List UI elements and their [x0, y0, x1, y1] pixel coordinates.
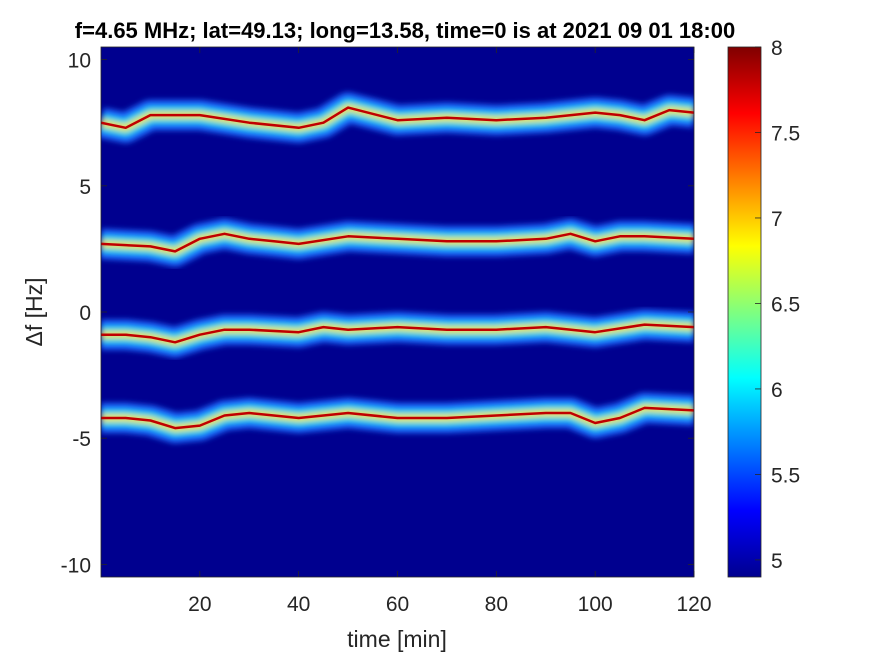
chart-title: f=4.65 MHz; lat=49.13; long=13.58, time=…: [75, 18, 735, 43]
colorbar-tick-label: 6.5: [771, 293, 800, 316]
plot-area: [101, 47, 694, 577]
colorbar-tick-label: 8: [771, 37, 783, 60]
trace-line-2: [101, 232, 694, 253]
x-tick-label: 120: [676, 593, 711, 616]
x-tick-label: 80: [485, 593, 508, 616]
trace-line-1: [101, 106, 694, 130]
y-tick-label: -5: [72, 428, 91, 451]
colorbar-tick-label: 6: [771, 379, 783, 402]
x-tick-label: 40: [287, 593, 310, 616]
x-tick-label: 100: [578, 593, 613, 616]
colorbar-tick-label: 7: [771, 208, 783, 231]
colorbar-tick-label: 5.5: [771, 464, 800, 487]
colorbar-tick-label: 7.5: [771, 122, 800, 145]
y-tick-label: -10: [61, 554, 91, 577]
y-axis: 10 5 0 -5 -10: [61, 50, 694, 577]
colorbar-tick-label: 5: [771, 550, 783, 573]
colorbar: [727, 46, 762, 578]
y-tick-label: 5: [79, 176, 91, 199]
y-tick-label: 10: [68, 50, 91, 73]
x-axis: 20 40 60 80 100 120: [188, 47, 712, 616]
y-axis-label: Δf [Hz]: [21, 277, 47, 346]
x-tick-label: 20: [188, 593, 211, 616]
trace-line-4: [101, 406, 694, 430]
y-tick-label: 0: [79, 302, 91, 325]
trace-line-3: [101, 323, 694, 344]
trace-band-1: [101, 92, 694, 143]
x-axis-label: time [min]: [347, 626, 447, 652]
x-tick-label: 60: [386, 593, 409, 616]
colorbar-ticks: 8 7.5 7 6.5 6 5.5 5: [755, 37, 800, 573]
trace-layer: [101, 92, 694, 444]
